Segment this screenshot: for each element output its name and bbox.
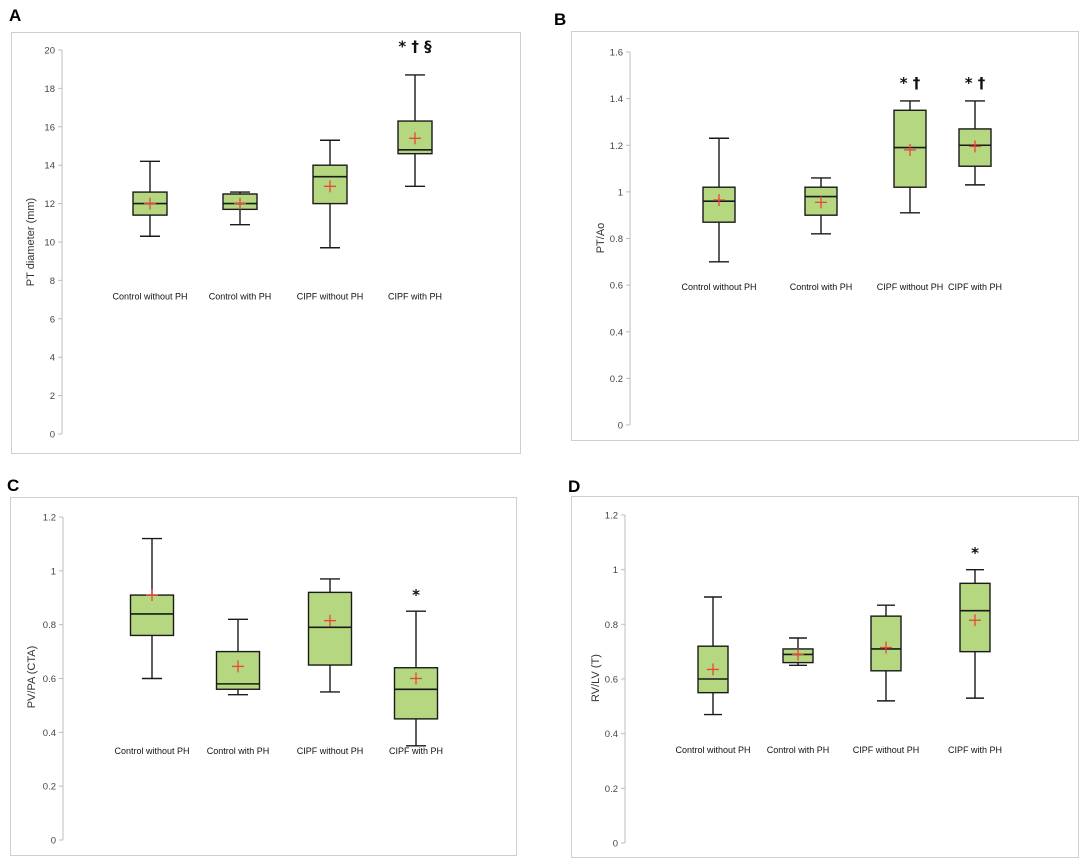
significance-marker: * xyxy=(971,544,979,562)
y-tick-label-a: 0 xyxy=(50,430,55,441)
y-axis-label-d: RV/LV (T) xyxy=(590,654,602,702)
y-tick-label-a: 8 xyxy=(50,276,55,287)
y-tick-label-a: 4 xyxy=(50,353,55,364)
y-tick-label-d: 0.8 xyxy=(605,620,618,631)
y-axis-label-c: PV/PA (CTA) xyxy=(26,646,38,709)
category-label: Control without PH xyxy=(112,292,187,302)
y-tick-label-b: 0.6 xyxy=(610,281,623,292)
y-tick-label-a: 14 xyxy=(44,161,55,172)
y-tick-label-a: 20 xyxy=(44,46,55,57)
y-tick-label-b: 0.2 xyxy=(610,374,623,385)
chart-frame-d xyxy=(571,496,1079,858)
y-tick-label-c: 1 xyxy=(51,566,56,577)
category-label: CIPF without PH xyxy=(297,292,364,302)
y-tick-label-b: 1 xyxy=(618,187,623,198)
y-axis-label-b: PT/Ao xyxy=(595,223,607,254)
panel-letter-c: C xyxy=(7,476,20,495)
y-tick-label-c: 1.2 xyxy=(43,513,56,524)
y-tick-label-c: 0.6 xyxy=(43,674,56,685)
y-tick-label-b: 0 xyxy=(618,421,623,432)
iqr-box xyxy=(129,594,175,637)
category-label: Control with PH xyxy=(209,292,272,302)
category-label: CIPF with PH xyxy=(389,746,443,756)
y-tick-label-a: 10 xyxy=(44,238,55,249)
iqr-box xyxy=(307,591,353,666)
category-label: Control without PH xyxy=(114,746,189,756)
y-tick-label-d: 0.4 xyxy=(605,729,618,740)
y-axis-label-a: PT diameter (mm) xyxy=(25,198,37,286)
y-tick-label-d: 1 xyxy=(613,565,618,576)
y-tick-label-b: 0.8 xyxy=(610,234,623,245)
y-tick-label-d: 1.2 xyxy=(605,511,618,522)
y-tick-label-a: 2 xyxy=(50,391,55,402)
iqr-box xyxy=(804,186,838,216)
significance-marker: * † § xyxy=(398,38,432,56)
y-tick-label-c: 0 xyxy=(51,836,56,847)
y-tick-label-a: 18 xyxy=(44,84,55,95)
y-tick-label-a: 6 xyxy=(50,314,55,325)
y-tick-label-d: 0.2 xyxy=(605,784,618,795)
category-label: Control without PH xyxy=(681,282,756,292)
chart-frame-a xyxy=(11,32,521,454)
category-label: Control with PH xyxy=(767,745,830,755)
category-label: CIPF without PH xyxy=(853,745,920,755)
y-tick-label-a: 12 xyxy=(44,199,55,210)
category-label: CIPF with PH xyxy=(388,292,442,302)
category-label: CIPF without PH xyxy=(297,746,364,756)
panel-letter-b: B xyxy=(554,10,567,29)
category-label: Control without PH xyxy=(675,745,750,755)
category-label: Control with PH xyxy=(790,282,853,292)
y-tick-label-b: 1.2 xyxy=(610,141,623,152)
y-tick-label-a: 16 xyxy=(44,122,55,133)
y-tick-label-c: 0.4 xyxy=(43,728,56,739)
y-tick-label-b: 1.4 xyxy=(610,94,623,105)
category-label: CIPF with PH xyxy=(948,745,1002,755)
iqr-box xyxy=(312,164,348,205)
category-label: Control with PH xyxy=(207,746,270,756)
chart-frame-b xyxy=(571,31,1079,441)
significance-marker: * † xyxy=(965,74,986,92)
panel-letter-d: D xyxy=(568,477,581,496)
y-tick-label-b: 0.4 xyxy=(610,327,623,338)
category-label: CIPF without PH xyxy=(877,282,944,292)
y-tick-label-d: 0 xyxy=(613,839,618,850)
y-tick-label-b: 1.6 xyxy=(610,48,623,59)
significance-marker: * † xyxy=(900,74,921,92)
y-tick-label-c: 0.8 xyxy=(43,620,56,631)
y-tick-label-d: 0.6 xyxy=(605,675,618,686)
panel-letter-a: A xyxy=(9,6,22,25)
significance-marker: * xyxy=(412,586,420,604)
y-tick-label-c: 0.2 xyxy=(43,782,56,793)
category-label: CIPF with PH xyxy=(948,282,1002,292)
